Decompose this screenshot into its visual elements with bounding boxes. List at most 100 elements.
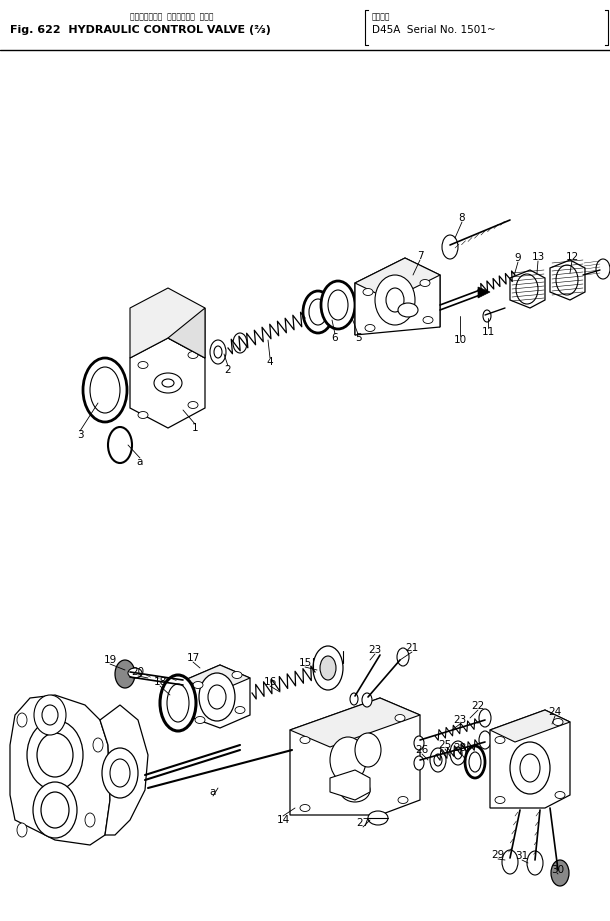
Polygon shape <box>185 665 250 728</box>
Text: 9: 9 <box>515 253 522 263</box>
Text: 21: 21 <box>406 643 418 653</box>
Ellipse shape <box>313 646 343 690</box>
Ellipse shape <box>232 671 242 679</box>
Ellipse shape <box>42 705 58 725</box>
Ellipse shape <box>93 738 103 752</box>
Ellipse shape <box>17 823 27 837</box>
Ellipse shape <box>83 358 127 422</box>
Text: 7: 7 <box>417 251 423 261</box>
Ellipse shape <box>188 402 198 409</box>
Text: 22: 22 <box>472 701 484 711</box>
Ellipse shape <box>553 718 563 726</box>
Text: 29: 29 <box>492 850 504 860</box>
Text: a: a <box>210 787 216 797</box>
Text: 8: 8 <box>459 213 465 223</box>
Text: 23: 23 <box>453 715 467 725</box>
Polygon shape <box>185 665 250 693</box>
Ellipse shape <box>520 754 540 782</box>
Ellipse shape <box>556 265 578 295</box>
Text: Fig. 622  HYDRAULIC CONTROL VALVE (⅔): Fig. 622 HYDRAULIC CONTROL VALVE (⅔) <box>10 25 271 35</box>
Ellipse shape <box>386 288 404 312</box>
Ellipse shape <box>450 741 466 765</box>
Ellipse shape <box>423 317 433 323</box>
Ellipse shape <box>414 736 424 750</box>
Ellipse shape <box>199 673 235 721</box>
Ellipse shape <box>398 797 408 803</box>
Ellipse shape <box>167 684 189 722</box>
Ellipse shape <box>479 709 491 727</box>
Text: 27: 27 <box>356 818 370 828</box>
Ellipse shape <box>479 731 491 749</box>
Text: D45A  Serial No. 1501~: D45A Serial No. 1501~ <box>372 25 495 35</box>
Ellipse shape <box>17 713 27 727</box>
Ellipse shape <box>395 715 405 721</box>
Ellipse shape <box>41 792 69 828</box>
Ellipse shape <box>110 759 130 787</box>
Polygon shape <box>130 288 205 358</box>
Ellipse shape <box>430 748 446 772</box>
Polygon shape <box>130 338 205 428</box>
Ellipse shape <box>420 279 430 286</box>
Text: ハイドロリック  コントロール  バルブ: ハイドロリック コントロール バルブ <box>130 12 214 21</box>
Text: 16: 16 <box>264 677 276 687</box>
Ellipse shape <box>309 299 327 325</box>
Text: 31: 31 <box>515 851 529 861</box>
Text: 11: 11 <box>481 327 495 337</box>
Text: 30: 30 <box>551 865 565 875</box>
Text: 13: 13 <box>531 252 545 262</box>
Polygon shape <box>290 698 420 815</box>
Text: 6: 6 <box>332 333 339 343</box>
Ellipse shape <box>328 290 348 320</box>
Ellipse shape <box>454 747 462 759</box>
Polygon shape <box>100 705 148 835</box>
Ellipse shape <box>37 733 73 777</box>
Text: 3: 3 <box>77 430 84 440</box>
Ellipse shape <box>85 813 95 827</box>
Text: 26: 26 <box>415 745 429 755</box>
Ellipse shape <box>375 275 415 325</box>
Ellipse shape <box>414 756 424 770</box>
Ellipse shape <box>365 324 375 332</box>
Text: 1: 1 <box>192 423 198 433</box>
Ellipse shape <box>162 379 174 387</box>
Polygon shape <box>355 258 440 335</box>
Ellipse shape <box>27 720 83 790</box>
Ellipse shape <box>527 851 543 875</box>
Ellipse shape <box>33 782 77 838</box>
Text: 2: 2 <box>224 365 231 375</box>
Ellipse shape <box>469 752 481 772</box>
Text: 20: 20 <box>131 667 145 677</box>
Ellipse shape <box>34 695 66 735</box>
Ellipse shape <box>495 737 505 743</box>
Polygon shape <box>290 698 420 747</box>
Ellipse shape <box>596 259 610 279</box>
Ellipse shape <box>138 412 148 418</box>
Ellipse shape <box>483 310 491 322</box>
Ellipse shape <box>355 733 381 767</box>
Polygon shape <box>510 270 545 308</box>
Text: 適用号機: 適用号機 <box>372 12 390 21</box>
Ellipse shape <box>108 427 132 463</box>
Ellipse shape <box>502 850 518 874</box>
Ellipse shape <box>555 791 565 799</box>
Text: 15: 15 <box>298 658 312 668</box>
Ellipse shape <box>434 754 442 766</box>
Ellipse shape <box>214 346 222 358</box>
Ellipse shape <box>188 352 198 358</box>
Polygon shape <box>330 770 370 800</box>
Text: 10: 10 <box>453 335 467 345</box>
Text: 23: 23 <box>368 645 382 655</box>
Ellipse shape <box>128 668 142 678</box>
Ellipse shape <box>138 362 148 368</box>
Text: 25: 25 <box>439 740 451 750</box>
Ellipse shape <box>235 706 245 714</box>
Text: 19: 19 <box>103 655 117 665</box>
Polygon shape <box>490 710 570 808</box>
Text: 18: 18 <box>153 677 167 687</box>
Ellipse shape <box>363 288 373 296</box>
Polygon shape <box>10 695 110 845</box>
Ellipse shape <box>300 805 310 811</box>
Text: 12: 12 <box>565 252 579 262</box>
Text: 14: 14 <box>276 815 290 825</box>
Ellipse shape <box>551 860 569 886</box>
